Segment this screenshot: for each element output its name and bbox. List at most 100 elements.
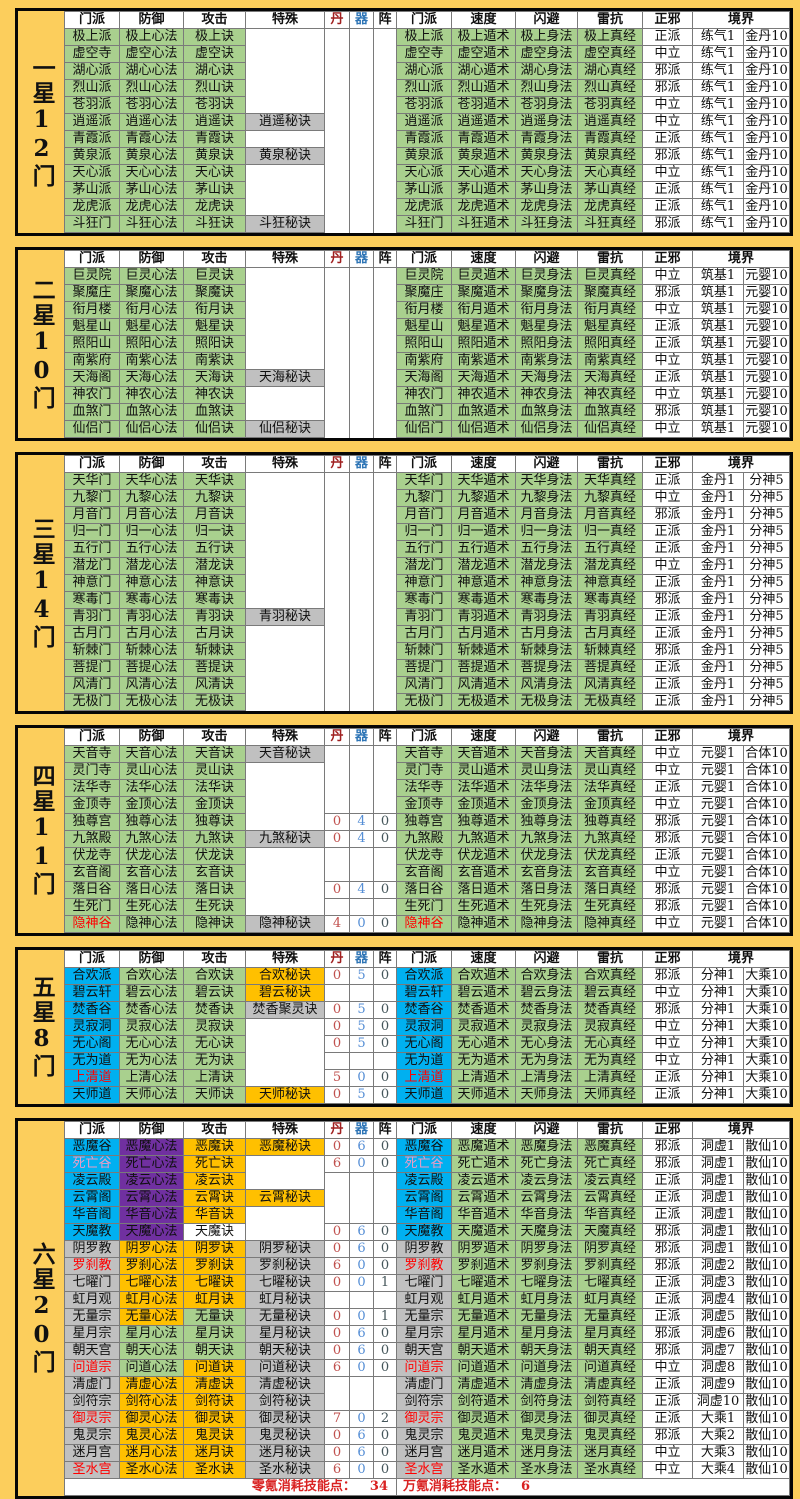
table-row: 逍遥派 逍遥心法 逍遥诀 逍遥秘诀 逍遥派 逍遥遁术 逍遥身法 逍遥真经 中立 练气1 金丹10 [64,113,791,131]
col-header-thunder: 雷抗 [577,455,643,473]
table-row: 龙虎派 龙虎心法 龙虎诀 龙虎派 龙虎遁术 龙虎身法 龙虎真经 正派 练气1 金丹10 [64,198,791,216]
defense-art: 天音心法 [119,745,184,763]
attack-art: 天音诀 [183,745,246,763]
attack-art: 斩棘诀 [183,642,246,660]
defense-art: 血煞心法 [119,403,184,421]
thunder-art: 剑符真经 [577,1393,643,1411]
speed-art: 天华遁术 [451,472,516,490]
speed-art: 独尊遁术 [451,813,516,831]
col-header-zhen: 阵 [373,1121,397,1139]
realm-max: 大乘10 [742,984,791,1002]
sect-name: 南紫府 [396,352,452,370]
special-art [245,796,325,814]
dan-count [324,181,350,199]
alignment: 正派 [642,1291,693,1309]
dodge-art: 天心身法 [515,164,578,182]
attack-art: 凌云诀 [183,1172,246,1190]
thunder-art: 天海真经 [577,369,643,387]
sect-name: 天海阁 [64,369,120,387]
sect-name: 罗刹教 [64,1257,120,1275]
speed-art: 斩棘遁术 [451,642,516,660]
speed-art: 青羽遁术 [451,608,516,626]
section-star-label-column: 三星14门 [18,455,64,711]
col-header-qi: 器 [349,728,374,746]
thunder-art: 无为真经 [577,1052,643,1070]
speed-art: 神意遁术 [451,574,516,592]
table-row: 金顶寺 金顶心法 金顶诀 金顶寺 金顶遁术 金顶身法 金顶真经 中立 元婴1 合体10 [64,796,791,814]
defense-art: 古月心法 [119,625,184,643]
sect-name: 凌云殿 [396,1172,452,1190]
speed-art: 虚空遁术 [451,45,516,63]
special-art [245,540,325,558]
realm-min: 洞虚10 [692,1393,744,1411]
realm-min: 洞虚5 [692,1308,744,1326]
thunder-art: 衔月真经 [577,301,643,319]
zh-count: 0 [373,1240,397,1258]
section-star-label-column: 一星12门 [18,11,64,233]
thunder-art: 天师真经 [577,1086,643,1104]
alignment: 中立 [642,96,693,114]
realm-max: 大乘10 [742,1052,791,1070]
dodge-art: 照阳身法 [515,335,578,353]
thunder-art: 斩棘真经 [577,642,643,660]
realm-max: 分神5 [742,693,791,711]
zh-count [373,745,397,763]
col-header-thunder: 雷抗 [577,728,643,746]
sect-name: 剑符宗 [64,1393,120,1411]
sect-name: 照阳山 [396,335,452,353]
sect-name: 虹月观 [64,1291,120,1309]
speed-art: 月音遁术 [451,506,516,524]
alignment: 中立 [642,915,693,933]
special-art [245,557,325,575]
defense-art: 菩提心法 [119,659,184,677]
zh-count [373,96,397,114]
col-header-sect: 门派 [396,1121,452,1139]
qi-count [349,215,374,233]
sect-name: 剑符宗 [396,1393,452,1411]
dodge-art: 无心身法 [515,1035,578,1053]
sect-name: 独尊宫 [396,813,452,831]
alignment: 正派 [642,847,693,865]
sect-name: 天音寺 [64,745,120,763]
realm-min: 洞虚1 [692,1189,744,1207]
zh-count [373,1206,397,1224]
zh-count [373,574,397,592]
realm-max: 散仙10 [742,1189,791,1207]
dodge-art: 生死身法 [515,898,578,916]
dan-count [324,898,350,916]
speed-art: 斗狂遁术 [451,215,516,233]
dan-count [324,1376,350,1394]
realm-min: 洞虚4 [692,1291,744,1309]
special-art [245,898,325,916]
sect-name: 月音门 [64,506,120,524]
attack-art: 罗刹诀 [183,1257,246,1275]
dodge-art: 伏龙身法 [515,847,578,865]
realm-max: 合体10 [742,881,791,899]
sect-name: 焚香谷 [64,1001,120,1019]
realm-max: 分神5 [742,608,791,626]
defense-art: 黄泉心法 [119,147,184,165]
speed-art: 无为遁术 [451,1052,516,1070]
realm-max: 合体10 [742,745,791,763]
table-row: 斩棘门 斩棘心法 斩棘诀 斩棘门 斩棘遁术 斩棘身法 斩棘真经 邪派 金丹1 分神5 [64,642,791,660]
special-art [245,472,325,490]
table-row: 阴罗教 阴罗心法 阴罗诀 阴罗秘诀 0 6 0 阴罗教 阴罗遁术 阴罗身法 阴罗真经 邪派 洞虚1 散仙1… [64,1240,791,1258]
thunder-art: 斗狂真经 [577,215,643,233]
special-art: 黄泉秘诀 [245,147,325,165]
sect-name: 无量宗 [64,1308,120,1326]
realm-max: 金丹10 [742,198,791,216]
col-header-sect: 门派 [64,250,120,268]
realm-max: 散仙10 [742,1393,791,1411]
realm-min: 金丹1 [692,540,744,558]
sect-name: 龙虎派 [396,198,452,216]
alignment: 正派 [642,130,693,148]
special-art: 斗狂秘诀 [245,215,325,233]
alignment: 正派 [642,369,693,387]
sect-name: 九黎门 [64,489,120,507]
qi-count [349,984,374,1002]
dan-count [324,489,350,507]
realm-min: 筑基1 [692,352,744,370]
speed-art: 剑符遁术 [451,1393,516,1411]
alignment: 邪派 [642,1138,693,1156]
thunder-art: 罗刹真经 [577,1257,643,1275]
